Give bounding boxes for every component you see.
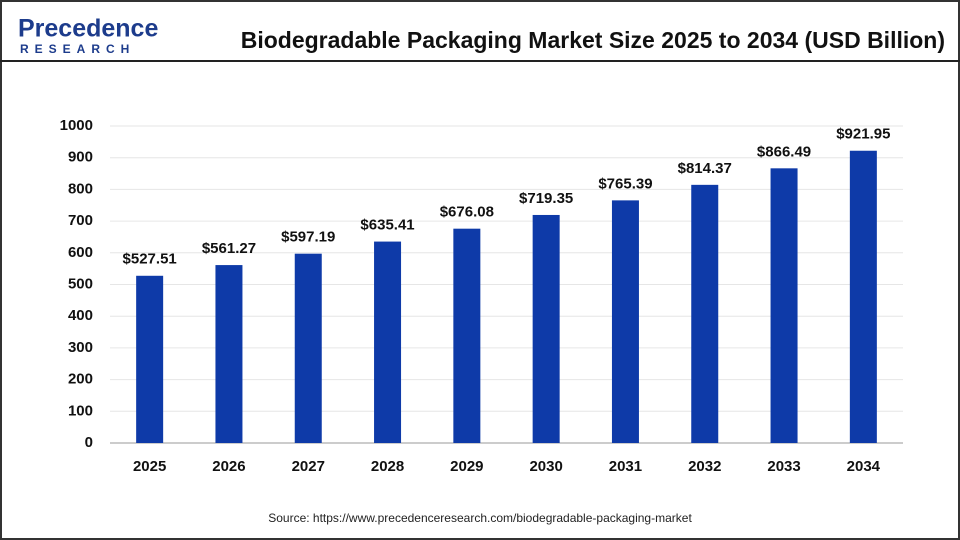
y-tick-label: 300 (68, 339, 93, 356)
x-tick-label: 2027 (292, 458, 325, 475)
value-label: $676.08 (440, 204, 494, 221)
bar (532, 214, 560, 443)
value-label: $866.49 (757, 143, 811, 160)
y-tick-label: 600 (68, 244, 93, 261)
value-label: $814.37 (678, 160, 732, 177)
value-label: $597.19 (281, 229, 335, 246)
y-tick-label: 200 (68, 371, 93, 388)
y-tick-label: 400 (68, 307, 93, 324)
y-tick-label: 700 (68, 212, 93, 229)
x-tick-label: 2034 (847, 458, 881, 475)
value-label: $635.41 (360, 217, 414, 234)
bar (691, 184, 719, 443)
bar (611, 200, 639, 443)
value-label: $921.95 (836, 126, 890, 143)
x-tick-label: 2025 (133, 458, 166, 475)
bar (294, 253, 322, 443)
bar (374, 241, 402, 443)
source: Source: https://www.precedenceresearch.c… (268, 511, 692, 525)
y-tick-label: 0 (85, 434, 93, 451)
x-tick-label: 2031 (609, 458, 642, 475)
value-label: $561.27 (202, 240, 256, 257)
value-label: $719.35 (519, 190, 573, 207)
x-tick-label: 2028 (371, 458, 404, 475)
x-tick-label: 2029 (450, 458, 483, 475)
y-tick-label: 900 (68, 149, 93, 166)
chart-title: Biodegradable Packaging Market Size 2025… (241, 27, 945, 53)
value-label: $765.39 (598, 175, 652, 192)
bar (849, 150, 877, 443)
x-tick-label: 2026 (212, 458, 245, 475)
logo-tagline: RESEARCH (20, 42, 135, 56)
bar (453, 228, 481, 443)
x-tick-label: 2033 (767, 458, 800, 475)
logo-name: Precedence (18, 15, 158, 43)
x-tick-label: 2030 (529, 458, 562, 475)
y-tick-label: 800 (68, 180, 93, 197)
bar (215, 265, 243, 443)
x-tick-label: 2032 (688, 458, 721, 475)
y-tick-label: 500 (68, 275, 93, 292)
y-tick-label: 100 (68, 402, 93, 419)
value-label: $527.51 (123, 251, 177, 268)
bar (136, 275, 164, 443)
y-tick-label: 1000 (60, 117, 93, 134)
bar (770, 168, 798, 443)
